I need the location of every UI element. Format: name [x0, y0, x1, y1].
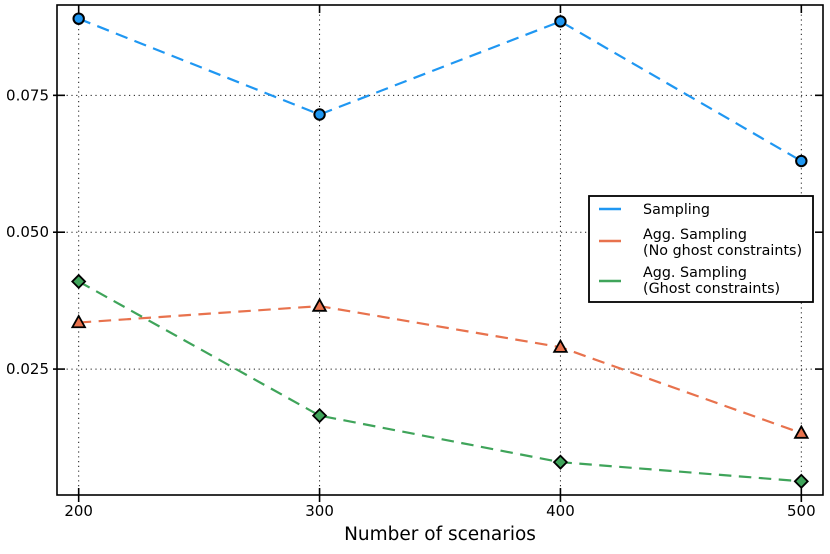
- data-point-circle-marker: [72, 12, 85, 25]
- x-tick-label: 300: [305, 502, 334, 520]
- legend-label: (Ghost constraints): [643, 281, 780, 297]
- data-point-circle-marker: [795, 154, 808, 168]
- legend-label: (No ghost constraints): [643, 243, 802, 259]
- data-point-diamond-marker: [793, 473, 809, 489]
- plot-border: [56, 4, 824, 496]
- series-line-2: [78, 280, 802, 483]
- data-point-triangle-marker: [311, 297, 328, 312]
- data-point-triangle-marker: [70, 314, 87, 329]
- y-tick-label: 0.075: [6, 86, 49, 104]
- data-point-diamond-marker: [311, 407, 328, 424]
- y-tick-label: 0.050: [6, 223, 49, 241]
- series-line-0: [78, 17, 802, 162]
- y-tick-label: 0.025: [6, 360, 49, 378]
- legend-label: Sampling: [643, 202, 710, 218]
- data-point-triangle-marker: [793, 424, 810, 439]
- legend-label: Agg. Sampling: [643, 227, 747, 243]
- series-line-1: [78, 305, 802, 435]
- data-point-circle-marker: [554, 15, 567, 28]
- x-tick-label: 200: [64, 502, 93, 520]
- data-point-diamond-marker: [71, 273, 87, 290]
- x-tick-label: 400: [546, 502, 575, 520]
- data-point-triangle-marker: [552, 338, 569, 353]
- x-axis-label: Number of scenarios: [344, 524, 536, 545]
- data-point-circle-marker: [313, 108, 326, 121]
- data-point-diamond-marker: [552, 454, 569, 470]
- legend-label: Agg. Sampling: [643, 265, 747, 281]
- x-tick-label: 500: [787, 502, 816, 520]
- legend-box: [588, 195, 814, 303]
